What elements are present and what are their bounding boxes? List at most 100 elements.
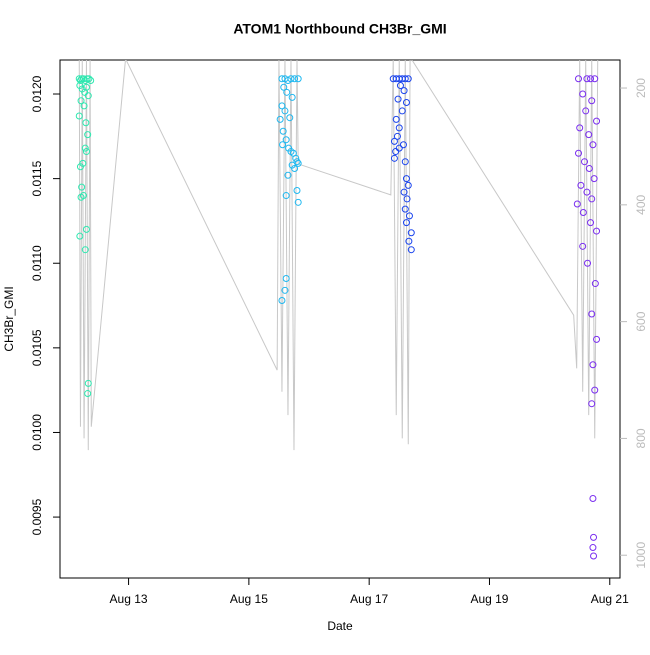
x-tick-label: Aug 21 [591,592,629,606]
x-tick-label: Aug 15 [230,592,268,606]
x-tick-label: Aug 13 [110,592,148,606]
point [583,75,591,83]
point [78,75,86,83]
y-tick-label: 0.0110 [30,245,44,281]
point [392,115,400,123]
point [400,87,408,95]
point [400,188,408,196]
y2-tick-label: 1000 [634,542,648,569]
point [81,144,89,152]
point [398,107,406,115]
point [395,144,403,152]
point [589,361,597,369]
altitude-line [78,60,599,451]
x-tick-label: Aug 17 [350,592,388,606]
point [399,141,407,149]
point [293,186,301,194]
point [579,208,587,216]
point [402,219,410,227]
point [404,75,412,83]
y2-tick-label: 400 [634,194,648,214]
x-tick-label: Aug 19 [470,592,508,606]
y-tick-label: 0.0100 [30,414,44,451]
y2-tick-label: 200 [634,78,648,98]
point [81,76,89,84]
point [82,119,90,127]
point [280,83,288,91]
point [590,175,598,183]
point [78,183,86,191]
point [591,280,599,288]
point [80,102,88,110]
y-tick-label: 0.0095 [30,498,44,535]
point [576,124,584,132]
point [584,259,592,267]
point [287,75,295,83]
point [279,127,287,135]
y-tick-label: 0.0120 [30,75,44,112]
point [588,195,596,203]
y-tick-label: 0.0115 [30,160,44,196]
y-axis-title: CH3Br_GMI [2,286,16,351]
point [587,75,595,83]
point [282,274,290,282]
point [281,107,289,115]
point [294,75,302,83]
point [579,90,587,98]
plot-frame [59,59,621,579]
point [82,148,90,156]
point [390,137,398,145]
point [581,158,589,166]
point [77,97,85,105]
point [588,400,596,408]
point [593,117,601,125]
point [577,181,585,189]
point [588,97,596,105]
point [574,75,582,83]
point [587,219,595,227]
point [591,75,599,83]
point [591,386,599,394]
point [588,310,596,318]
point [282,136,290,144]
point [393,132,401,140]
point [278,102,286,110]
point [574,149,582,157]
point [77,193,85,201]
point [294,159,302,167]
point [291,75,299,83]
point [402,98,410,106]
point [85,75,93,83]
point [401,205,409,213]
point [284,171,292,179]
point [405,237,413,245]
point [286,114,294,122]
point [293,158,301,166]
point [590,533,598,541]
point [83,75,91,83]
point [394,95,402,103]
point [396,82,404,90]
point [76,232,84,240]
point [593,227,601,235]
point [582,107,590,115]
point [390,154,398,162]
point [403,195,411,203]
point [291,164,299,172]
point [283,88,291,96]
point [395,124,403,132]
point [402,175,410,183]
point [282,192,290,200]
y2-tick-label: 600 [634,311,648,331]
point [407,246,415,254]
point [585,164,593,172]
point [589,141,597,149]
plot-area [75,60,601,560]
point [583,188,591,196]
point [276,115,284,123]
point [281,286,289,294]
point [593,335,601,343]
point [279,141,287,149]
point [579,242,587,250]
